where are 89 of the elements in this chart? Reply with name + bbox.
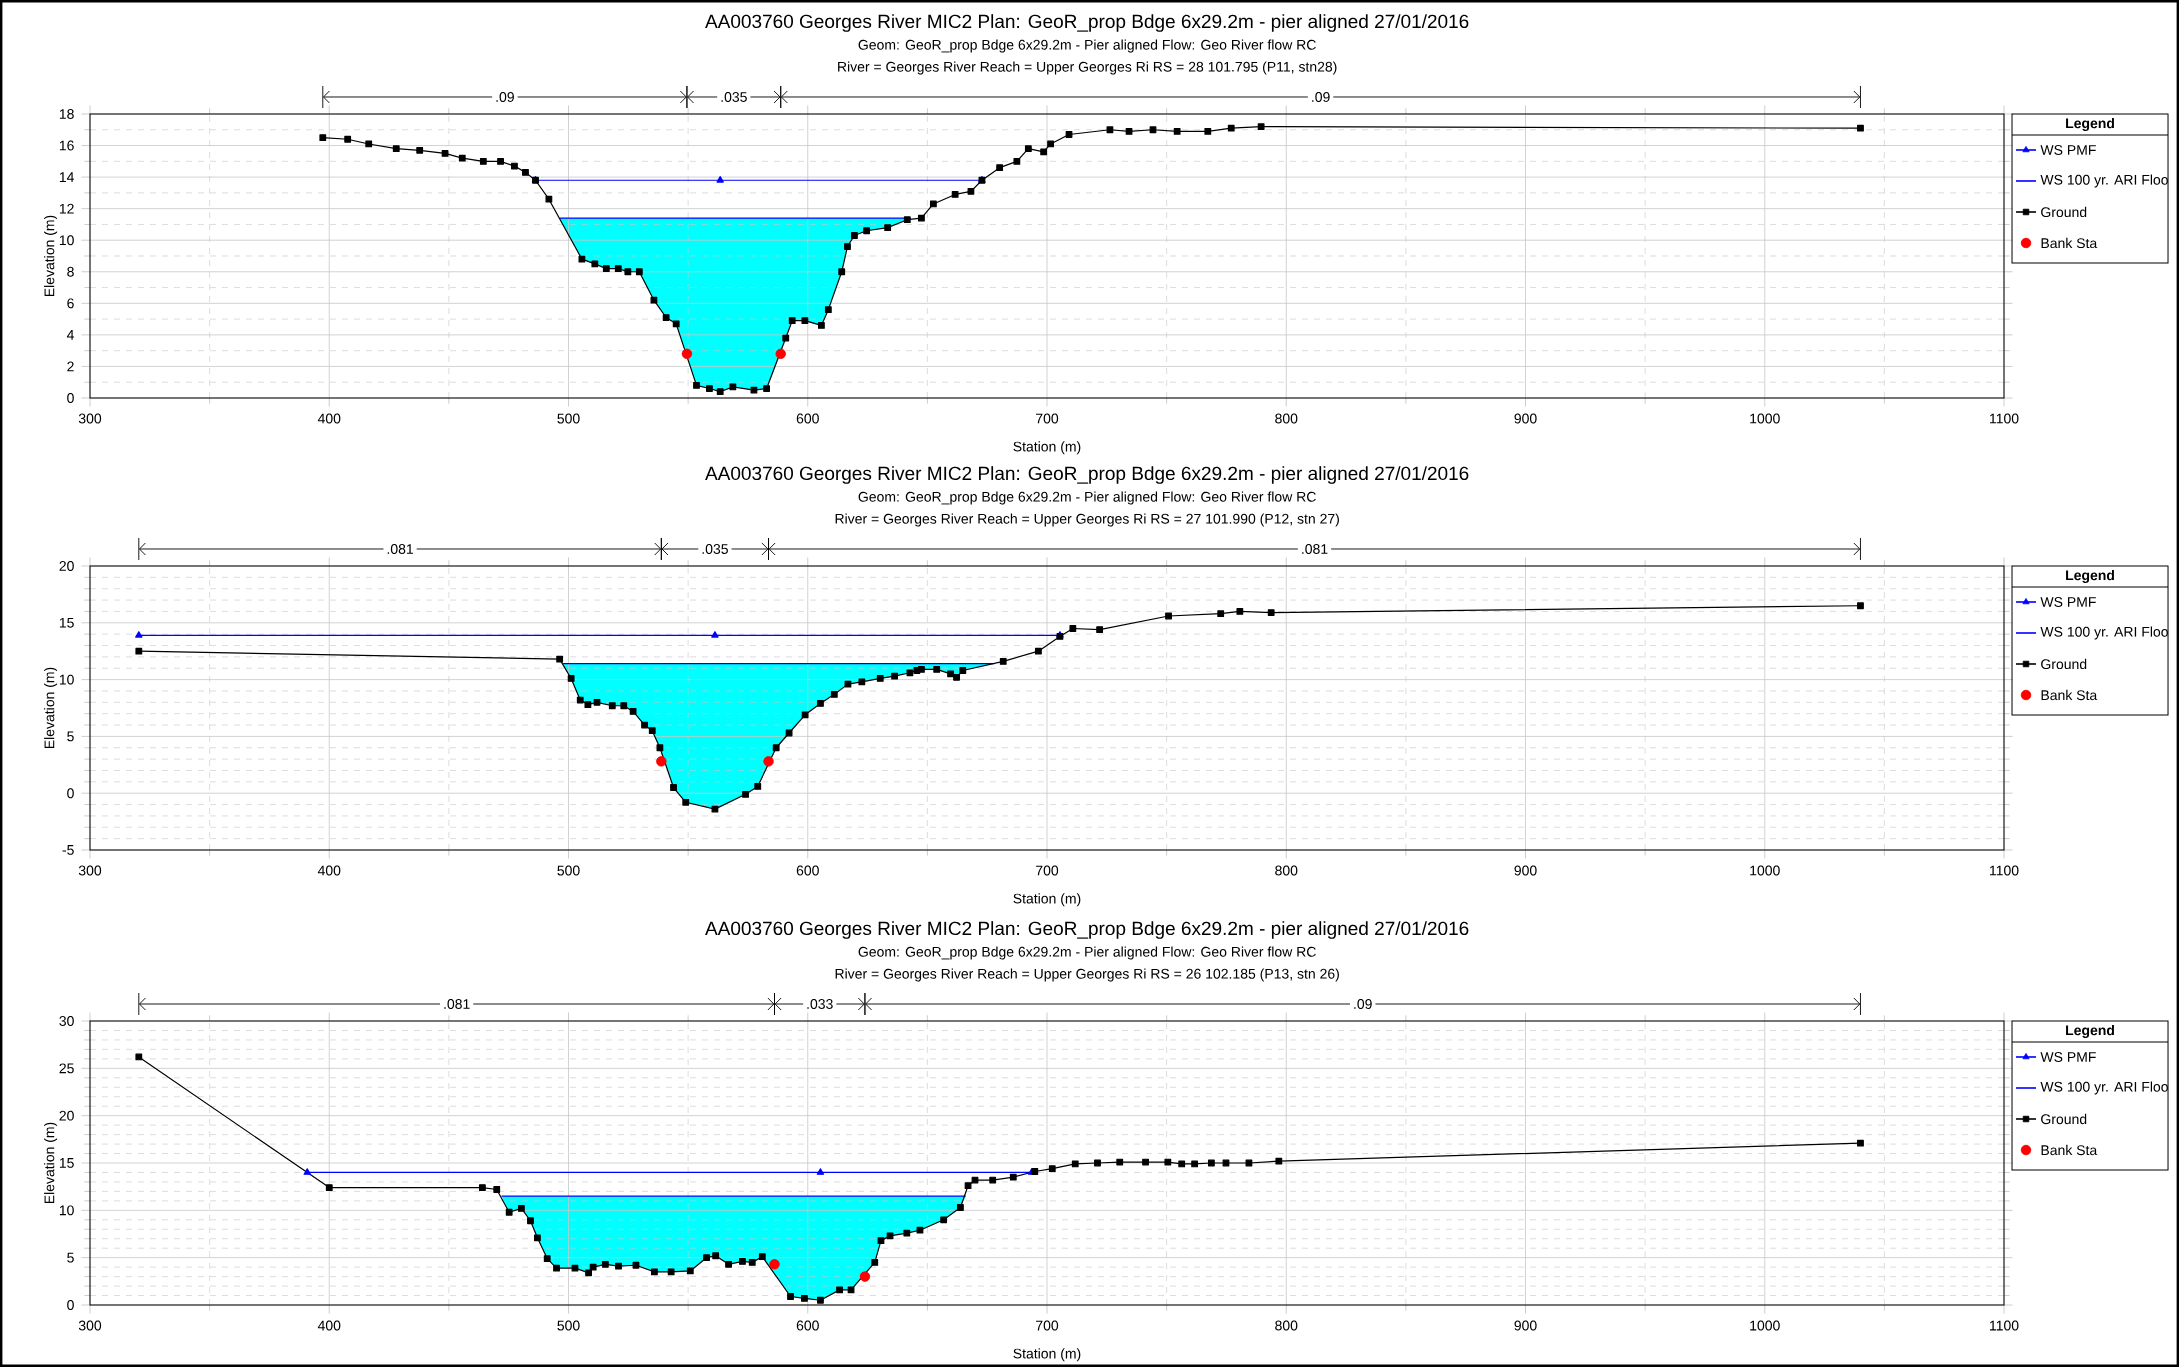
- y-tick-label: 2: [67, 361, 74, 372]
- chart-title: AA003760 Georges River MIC2 Plan: GeoR_prop Bdge 6x29.2m - pier aligned 27/01/2016: [705, 921, 1469, 939]
- x-tick-label: 400: [317, 413, 341, 424]
- legend-title: Legend: [2066, 1024, 2114, 1039]
- y-tick-label: 5: [67, 731, 74, 742]
- y-tick-label: 30: [59, 1016, 74, 1026]
- x-tick-label: 400: [317, 865, 341, 876]
- x-tick-label: 600: [796, 413, 819, 424]
- chart-subtitle: Geom: GeoR_prop Bdge 6x29.2m - Pier aligned Flow: Geo River flow RC: [858, 39, 1316, 53]
- y-tick-label: 20: [59, 561, 74, 571]
- legend-label: WS 100 yr. ARI Floo: [2040, 626, 2168, 640]
- text: .081: [387, 544, 413, 554]
- x-tick-label: 800: [1275, 865, 1298, 876]
- x-tick-label: 300: [78, 865, 102, 876]
- x-tick-label: 800: [1275, 413, 1298, 424]
- legend-label: WS PMF: [2040, 597, 2096, 607]
- legend-label: WS PMF: [2040, 1052, 2096, 1062]
- y-tick-label: 5: [67, 1252, 74, 1263]
- legend-label: Ground: [2041, 658, 2087, 670]
- text: .09: [1354, 999, 1372, 1009]
- y-tick-label: 16: [59, 140, 74, 151]
- legend-title: Legend: [2066, 117, 2114, 132]
- x-tick-label: 300: [78, 413, 102, 424]
- y-tick-label: 12: [59, 203, 74, 214]
- text: .081: [1302, 544, 1328, 554]
- y-tick-label: 0: [67, 1300, 74, 1310]
- x-tick-label: 600: [796, 865, 819, 876]
- x-tick-label: 900: [1514, 1320, 1537, 1331]
- chart-title: AA003760 Georges River MIC2 Plan: GeoR_prop Bdge 6x29.2m - pier aligned 27/01/2016: [705, 14, 1469, 32]
- legend-label: WS 100 yr. ARI Floo: [2040, 174, 2168, 188]
- text: River = Georges River Reach = Upper Georges Ri RS = 28 101.795 (P11, stn28): [838, 61, 1337, 75]
- y-axis-title: Elevation (m): [44, 215, 58, 297]
- chart-subtitle: Geom: GeoR_prop Bdge 6x29.2m - Pier aligned Flow: Geo River flow RC: [858, 491, 1316, 505]
- y-axis-title: Elevation (m): [44, 667, 58, 749]
- y-tick-label: 4: [66, 330, 74, 340]
- x-tick-label: 500: [557, 865, 580, 876]
- x-tick-label: 700: [1036, 1320, 1059, 1331]
- x-tick-label: 900: [1514, 413, 1537, 424]
- x-axis-title: Station (m): [1013, 441, 1081, 455]
- text: .09: [1312, 92, 1330, 102]
- x-tick-label: 1100: [1990, 1320, 2019, 1331]
- y-tick-label: -5: [62, 845, 74, 855]
- x-tick-label: 300: [78, 1320, 102, 1331]
- x-axis-title: Station (m): [1013, 893, 1081, 907]
- y-tick-label: 10: [59, 674, 74, 685]
- chart-title: AA003760 Georges River MIC2 Plan: GeoR_prop Bdge 6x29.2m - pier aligned 27/01/2016: [705, 466, 1469, 484]
- text: River = Georges River Reach = Upper Georges Ri RS = 26 102.185 (P13, stn 26): [835, 968, 1339, 982]
- y-tick-label: 6: [67, 298, 74, 309]
- text: .09: [496, 92, 514, 102]
- y-tick-label: 20: [59, 1110, 74, 1121]
- y-axis-title: Elevation (m): [44, 1122, 58, 1204]
- y-tick-label: 10: [59, 1205, 74, 1216]
- y-tick-label: 15: [59, 617, 74, 628]
- x-tick-label: 1000: [1750, 413, 1780, 424]
- y-tick-label: 15: [59, 1158, 74, 1168]
- y-tick-label: 18: [59, 109, 74, 119]
- text: .033: [807, 999, 833, 1009]
- x-tick-label: 700: [1036, 413, 1059, 424]
- y-tick-label: 0: [67, 788, 74, 799]
- text: .035: [702, 544, 728, 554]
- legend-title: Legend: [2066, 569, 2114, 584]
- legend-label: Bank Sta: [2041, 237, 2098, 249]
- legend-label: WS PMF: [2040, 145, 2096, 155]
- x-tick-label: 400: [317, 1320, 341, 1331]
- legend-label: Ground: [2041, 206, 2087, 218]
- y-tick-label: 25: [59, 1063, 74, 1074]
- x-tick-label: 900: [1514, 865, 1537, 876]
- x-tick-label: 1000: [1750, 1320, 1780, 1331]
- x-tick-label: 800: [1275, 1320, 1298, 1331]
- x-tick-label: 500: [557, 1320, 580, 1331]
- x-tick-label: 700: [1036, 865, 1059, 876]
- legend-label: WS 100 yr. ARI Floo: [2040, 1081, 2168, 1095]
- x-tick-label: 600: [796, 1320, 819, 1331]
- x-tick-label: 1100: [1990, 865, 2019, 876]
- text: River = Georges River Reach = Upper Georges Ri RS = 27 101.990 (P12, stn 27): [835, 513, 1339, 527]
- legend-label: Ground: [2041, 1113, 2087, 1125]
- y-tick-label: 14: [59, 172, 74, 182]
- text: .035: [721, 92, 747, 102]
- x-tick-label: 1000: [1750, 865, 1780, 876]
- legend-label: Bank Sta: [2041, 1144, 2098, 1156]
- chart-subtitle: Geom: GeoR_prop Bdge 6x29.2m - Pier aligned Flow: Geo River flow RC: [858, 946, 1316, 960]
- x-tick-label: 1100: [1990, 413, 2019, 424]
- text: .081: [444, 999, 470, 1009]
- x-axis-title: Station (m): [1013, 1348, 1081, 1362]
- legend-label: Bank Sta: [2041, 689, 2098, 701]
- y-tick-label: 10: [59, 235, 74, 246]
- y-tick-label: 0: [67, 393, 74, 403]
- y-tick-label: 8: [67, 266, 74, 277]
- x-tick-label: 500: [557, 413, 580, 424]
